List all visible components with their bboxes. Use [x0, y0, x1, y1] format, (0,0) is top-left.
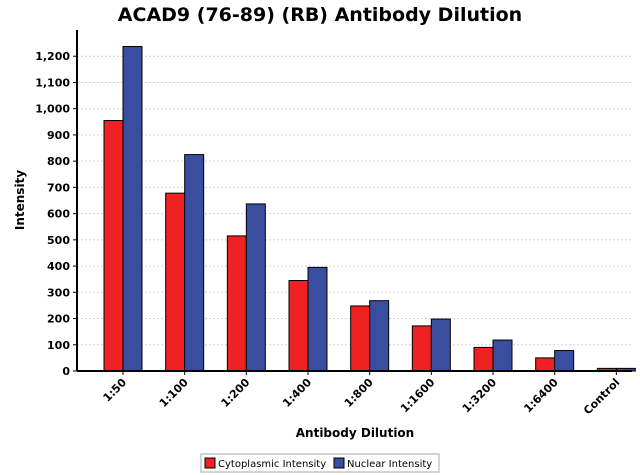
- x-tick-label: 1:800: [342, 376, 376, 410]
- bar-nuclear: [307, 266, 328, 372]
- y-tick-label: 800: [47, 155, 70, 168]
- x-tick-label: 1:1600: [398, 376, 438, 416]
- x-tick-label: 1:200: [219, 376, 253, 410]
- x-tick-label: 1:50: [101, 376, 130, 405]
- y-tick-label: 900: [47, 129, 70, 142]
- y-tick-label: 200: [47, 313, 70, 326]
- bars: [103, 46, 636, 372]
- legend-box: [200, 453, 440, 473]
- y-tick-label: 1,000: [35, 103, 70, 116]
- x-tick-label: 1:3200: [460, 376, 500, 416]
- legend: Cytoplasmic Intensity Nuclear Intensity: [200, 453, 440, 473]
- x-tick-label: 1:100: [157, 376, 191, 410]
- bar-cytoplasmic: [226, 235, 247, 372]
- legend-label-nuclear: Nuclear Intensity: [347, 459, 432, 470]
- bar-cytoplasmic: [165, 192, 186, 372]
- legend-swatch-cytoplasmic: [204, 457, 216, 469]
- x-tick-label: 1:400: [280, 376, 314, 410]
- bar-nuclear: [430, 318, 451, 372]
- x-axis-label: Antibody Dilution: [296, 426, 414, 440]
- y-tick-label: 100: [47, 339, 70, 352]
- bar-cytoplasmic: [350, 305, 371, 372]
- y-tick-label: 0: [62, 365, 70, 378]
- legend-label-cytoplasmic: Cytoplasmic Intensity: [218, 459, 326, 470]
- y-tick-label: 600: [47, 208, 70, 221]
- bar-cytoplasmic: [288, 280, 309, 372]
- legend-swatch-nuclear: [333, 457, 345, 469]
- bar-cytoplasmic: [473, 346, 494, 372]
- y-axis-label: Intensity: [13, 170, 27, 230]
- y-tick-label: 500: [47, 234, 70, 247]
- chart-title: ACAD9 (76-89) (RB) Antibody Dilution: [118, 4, 522, 26]
- bar-nuclear: [122, 46, 143, 372]
- bar-nuclear: [492, 339, 513, 372]
- y-tick-label: 400: [47, 260, 70, 273]
- x-tick-label: Control: [581, 376, 622, 417]
- bar-nuclear: [245, 203, 266, 372]
- bar-cytoplasmic: [411, 325, 432, 372]
- y-tick-label: 700: [47, 181, 70, 194]
- y-tick-label: 300: [47, 286, 70, 299]
- bar-nuclear: [184, 154, 205, 372]
- x-tick-label: 1:6400: [521, 376, 561, 416]
- bar-nuclear: [554, 350, 575, 372]
- bar-nuclear: [369, 300, 390, 372]
- grid-lines: [77, 55, 632, 346]
- y-tick-label: 1,100: [35, 76, 70, 89]
- bar-cytoplasmic: [535, 357, 556, 372]
- bar-cytoplasmic: [103, 119, 124, 372]
- y-tick-label: 1,200: [35, 50, 70, 63]
